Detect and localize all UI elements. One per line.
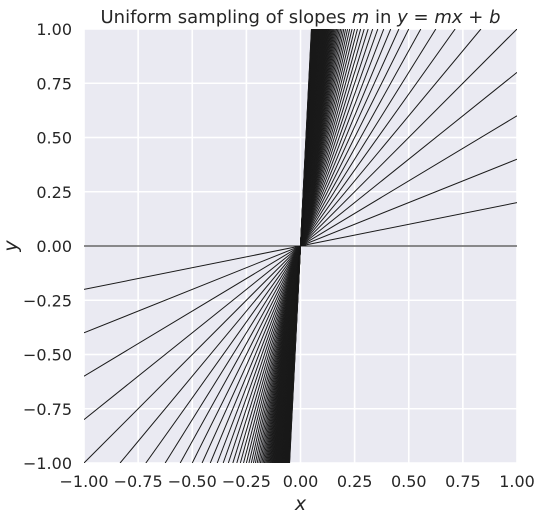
y-tick-label: −0.25 <box>23 291 72 310</box>
slope-line <box>289 29 312 463</box>
slope-lines <box>84 29 517 463</box>
y-tick-labels: −1.00 −0.75 −0.50 −0.25 0.00 0.25 0.50 0.75 1.00 <box>23 20 72 473</box>
x-tick-label: −1.00 <box>59 472 108 491</box>
x-tick-label: −0.50 <box>168 472 217 491</box>
y-tick-label: −0.75 <box>23 400 72 419</box>
x-axis-label: x <box>294 493 307 515</box>
y-tick-label: 0.25 <box>36 183 72 202</box>
x-tick-label: 0.50 <box>391 472 427 491</box>
x-tick-label: −0.25 <box>222 472 271 491</box>
y-tick-label: 1.00 <box>36 20 72 39</box>
x-tick-label: 0.25 <box>337 472 373 491</box>
y-tick-label: −1.00 <box>23 454 72 473</box>
x-tick-label: −0.75 <box>114 472 163 491</box>
y-tick-label: −0.50 <box>23 346 72 365</box>
y-tick-label: 0.00 <box>36 237 72 256</box>
y-axis-label: y <box>0 240 22 253</box>
x-tick-label: 0.75 <box>445 472 481 491</box>
y-tick-label: 0.75 <box>36 74 72 93</box>
x-tick-labels: −1.00 −0.75 −0.50 −0.25 0.00 0.25 0.50 0.75 1.00 <box>59 472 534 491</box>
chart-title: Uniform sampling of slopes m in y = mx +… <box>100 7 500 28</box>
x-tick-label: 1.00 <box>499 472 535 491</box>
y-tick-label: 0.50 <box>36 129 72 148</box>
x-tick-label: 0.00 <box>283 472 319 491</box>
